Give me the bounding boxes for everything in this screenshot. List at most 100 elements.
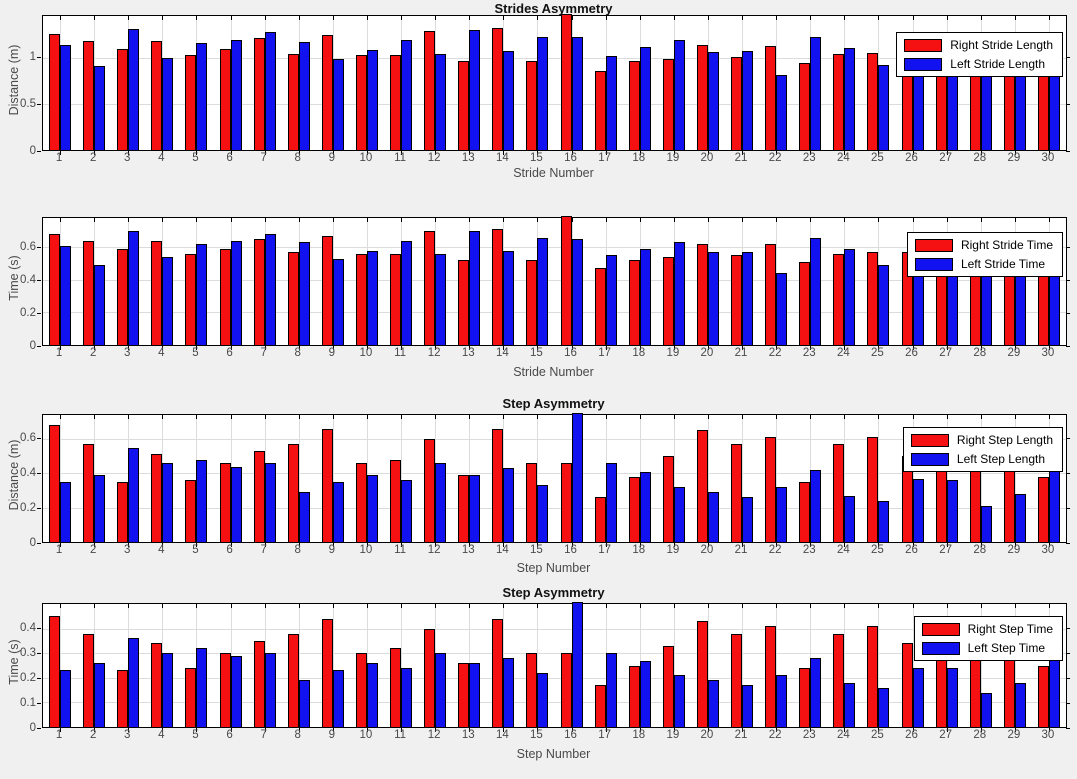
x-tick-mark-top	[435, 604, 437, 608]
bar-group	[759, 415, 793, 542]
bar-right	[355, 463, 367, 542]
x-tick-mark-bottom	[810, 151, 812, 155]
x-tick-mark-bottom	[94, 346, 96, 350]
x-tick-mark-top	[707, 16, 709, 20]
bar-left	[776, 273, 788, 345]
x-tick-label: 28	[973, 347, 987, 359]
x-tick-label: 8	[294, 347, 301, 359]
x-tick-mark-top	[366, 415, 368, 419]
y-tick-label: 0.2	[20, 306, 36, 319]
x-tick-label: 9	[328, 347, 336, 359]
bar-right	[799, 63, 811, 150]
x-tick-labels: 1 2 3 4 5 6 7 8 9 10 11 12 13 14 15 16 17 18 19 20 21 22 23 24 2…	[42, 544, 1065, 559]
bar-left	[128, 28, 140, 150]
bar-group	[214, 415, 248, 542]
bar-right	[219, 49, 231, 150]
bar-right	[185, 667, 197, 727]
x-tick-mark-bottom	[230, 346, 232, 350]
x-tick-mark-top	[60, 604, 62, 608]
x-tick-label: 8	[294, 152, 301, 164]
bar-left	[94, 475, 106, 542]
x-tick-mark-top	[1048, 604, 1050, 608]
legend-label: Right Step Time	[967, 622, 1053, 636]
legend-swatch-blue	[921, 641, 960, 655]
bar-right	[662, 257, 674, 345]
bar-right	[696, 244, 708, 345]
x-tick-label: 20	[700, 729, 714, 741]
x-tick-mark-bottom	[230, 151, 232, 155]
x-tick-label: 14	[495, 347, 509, 359]
x-tick-mark-bottom	[571, 543, 573, 547]
bar-right	[731, 255, 743, 345]
chart-title: Step Asymmetry	[502, 396, 605, 411]
bar-left	[128, 638, 140, 727]
x-tick-mark-top	[366, 16, 368, 20]
bar-group	[691, 218, 725, 345]
x-tick-mark-bottom	[469, 543, 471, 547]
x-tick-label: 6	[226, 347, 233, 359]
bar-left	[469, 29, 481, 150]
bar-group	[214, 218, 248, 345]
x-tick-mark-top	[742, 604, 744, 608]
x-tick-mark-top	[1048, 16, 1050, 20]
bar-left	[605, 653, 617, 727]
x-tick-label: 18	[632, 152, 646, 164]
v-gridline	[742, 415, 744, 542]
x-tick-label: 16	[564, 729, 577, 741]
bar-right	[526, 463, 538, 542]
x-tick-label: 11	[394, 544, 407, 556]
x-tick-mark-top	[639, 415, 641, 419]
bar-left	[673, 487, 685, 542]
x-tick-mark-bottom	[639, 728, 641, 732]
bar-right	[662, 58, 674, 150]
x-tick-label: 28	[973, 152, 987, 164]
x-tick-mark-top	[742, 415, 744, 419]
y-tick-mark	[37, 703, 41, 704]
x-tick-mark-top	[810, 218, 812, 222]
bar-group	[827, 16, 861, 150]
x-tick-label: 23	[802, 544, 816, 556]
bar-group	[418, 218, 452, 345]
y-axis-label: Distance (m)	[7, 44, 21, 116]
bar-right	[560, 653, 572, 727]
bar-group	[452, 218, 486, 345]
bar-left	[673, 40, 685, 150]
x-tick-mark-top	[912, 16, 914, 20]
x-tick-mark-bottom	[776, 151, 778, 155]
y-tick-mark	[37, 508, 41, 510]
bar-right	[219, 248, 231, 345]
plot-area: Right Step Time Left Step Time	[42, 602, 1067, 732]
bar-right	[321, 618, 333, 727]
legend-swatch-red	[910, 433, 949, 447]
bar-group	[589, 218, 623, 345]
x-tick-mark-top	[537, 218, 539, 222]
x-tick-mark-bottom	[60, 728, 62, 732]
x-tick-label: 17	[598, 729, 612, 741]
bar-left	[707, 492, 719, 542]
x-tick-mark-top	[332, 218, 334, 222]
x-tick-label: 15	[530, 347, 543, 359]
x-tick-mark-top	[1048, 415, 1050, 419]
x-tick-mark-top	[1014, 16, 1016, 20]
y-tick-label: 0	[29, 145, 36, 157]
x-tick-mark-bottom	[196, 346, 198, 350]
x-tick-mark-top	[230, 218, 232, 222]
x-tick-mark-top	[776, 16, 778, 20]
x-tick-mark-top	[230, 16, 232, 20]
x-tick-label: 19	[666, 729, 680, 741]
x-tick-label: 4	[158, 152, 165, 164]
x-tick-label: 28	[973, 544, 987, 556]
x-tick-mark-bottom	[230, 728, 232, 732]
x-tick-mark-bottom	[1048, 346, 1050, 350]
bar-right	[219, 463, 231, 542]
h-gridline	[43, 653, 1066, 655]
v-gridline	[298, 604, 300, 727]
x-tick-mark-bottom	[1014, 346, 1016, 350]
bar-right	[696, 44, 708, 150]
x-tick-mark-bottom	[1048, 151, 1050, 155]
x-tick-mark-top	[742, 218, 744, 222]
x-tick-mark-top	[503, 218, 505, 222]
x-tick-mark-top	[435, 218, 437, 222]
x-tick-label: 28	[973, 729, 987, 741]
x-tick-mark-bottom	[128, 728, 130, 732]
